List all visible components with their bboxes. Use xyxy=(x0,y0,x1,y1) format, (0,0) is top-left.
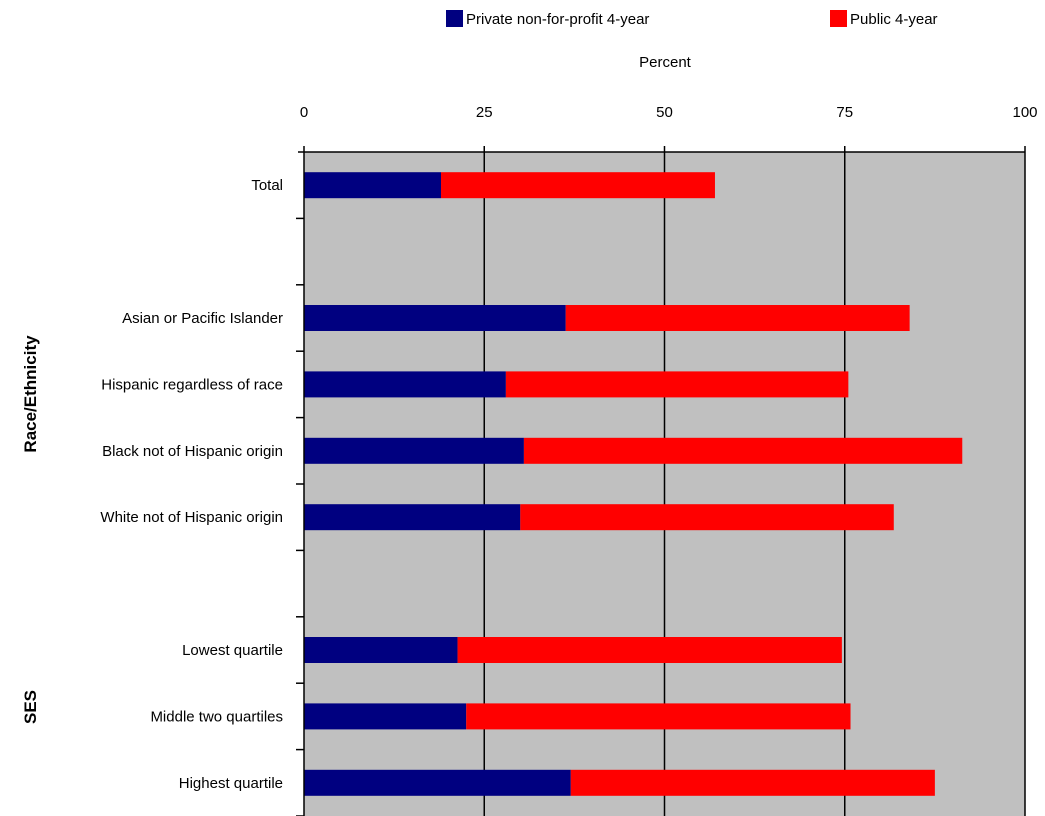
category-label-middle-two-quartiles: Middle two quartiles xyxy=(150,708,283,725)
bar-public-4-year-white-not-of-hispanic-origin xyxy=(520,504,894,531)
category-labels: Total Asian or Pacific Islander Hispanic r… xyxy=(100,177,283,792)
x-tick-label-75: 75 xyxy=(836,104,853,121)
bar-public-4-year-asian-or-pacific-islander xyxy=(565,305,910,331)
group-label-race-ethnicity: Race/Ethnicity xyxy=(21,335,40,453)
bar-public-4-year-black-not-of-hispanic-origin xyxy=(523,437,963,464)
group-label-ses: SES xyxy=(21,690,40,724)
bar-public-4-year-middle-two-quartiles xyxy=(466,703,851,730)
legend-label-public-4-year: Public 4-year xyxy=(850,11,938,28)
x-tick-label-50: 50 xyxy=(656,104,673,121)
category-label-hispanic-regardless-of-race: Hispanic regardless of race xyxy=(101,376,283,393)
category-label-black-not-of-hispanic-origin: Black not of Hispanic origin xyxy=(102,443,283,460)
category-label-lowest-quartile: Lowest quartile xyxy=(182,642,283,659)
category-label-asian-or-pacific-islander: Asian or Pacific Islander xyxy=(122,310,283,327)
x-tick-label-0: 0 xyxy=(300,104,308,121)
bars xyxy=(304,172,963,796)
legend-swatch-private-non-for-profit-4-year xyxy=(446,10,463,27)
x-tick-labels: 0 25 50 75 100 xyxy=(300,104,1038,121)
category-label-white-not-of-hispanic-origin: White not of Hispanic origin xyxy=(100,509,283,526)
legend-swatch-public-4-year xyxy=(830,10,847,27)
bar-private-non-for-profit-4-year-black-not-of-hispanic-origin xyxy=(304,437,524,464)
x-tick-label-100: 100 xyxy=(1012,104,1037,121)
bar-public-4-year-highest-quartile xyxy=(570,769,935,796)
legend: Private non-for-profit 4-year Public 4-ye… xyxy=(446,10,938,28)
x-axis-title: Percent xyxy=(639,54,692,71)
bar-private-non-for-profit-4-year-white-not-of-hispanic-origin xyxy=(304,504,521,531)
bar-private-non-for-profit-4-year-highest-quartile xyxy=(304,769,571,796)
bar-private-non-for-profit-4-year-middle-two-quartiles xyxy=(304,703,467,730)
bar-private-non-for-profit-4-year-asian-or-pacific-islander xyxy=(304,305,566,331)
bar-private-non-for-profit-4-year-hispanic-regardless-of-race xyxy=(304,371,506,398)
x-tick-label-25: 25 xyxy=(476,104,493,121)
bar-public-4-year-total xyxy=(440,172,715,199)
legend-label-private-non-for-profit-4-year: Private non-for-profit 4-year xyxy=(466,11,649,28)
bar-private-non-for-profit-4-year-total xyxy=(304,172,441,199)
group-labels: Race/Ethnicity SES xyxy=(21,335,40,724)
bar-private-non-for-profit-4-year-lowest-quartile xyxy=(304,637,458,663)
category-label-highest-quartile: Highest quartile xyxy=(179,775,283,792)
category-label-total: Total xyxy=(251,177,283,194)
bar-public-4-year-hispanic-regardless-of-race xyxy=(505,371,849,398)
axes xyxy=(296,146,1026,816)
bar-public-4-year-lowest-quartile xyxy=(457,637,842,663)
